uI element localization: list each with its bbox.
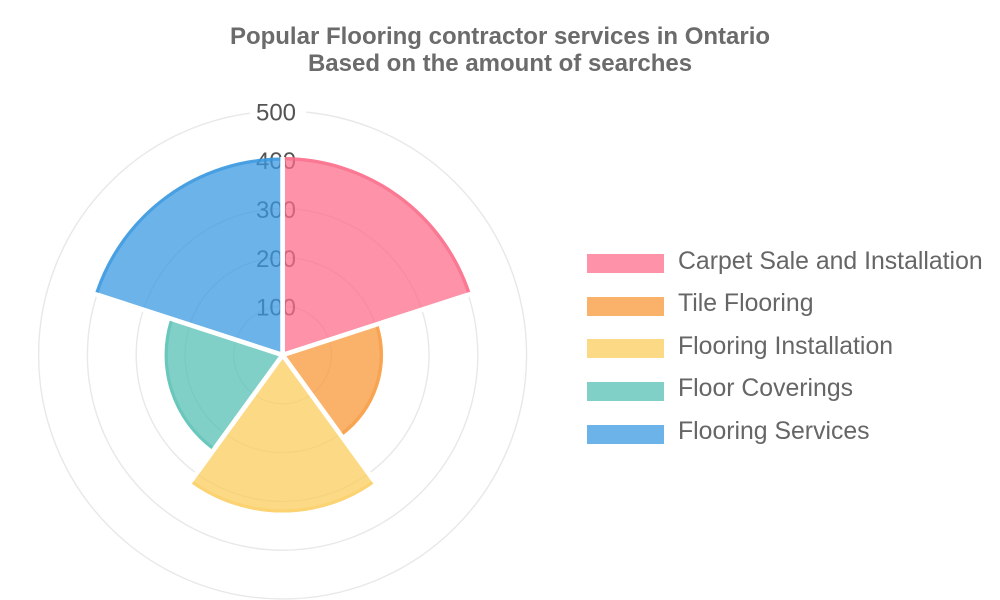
svg-text:500: 500 [256, 100, 296, 127]
